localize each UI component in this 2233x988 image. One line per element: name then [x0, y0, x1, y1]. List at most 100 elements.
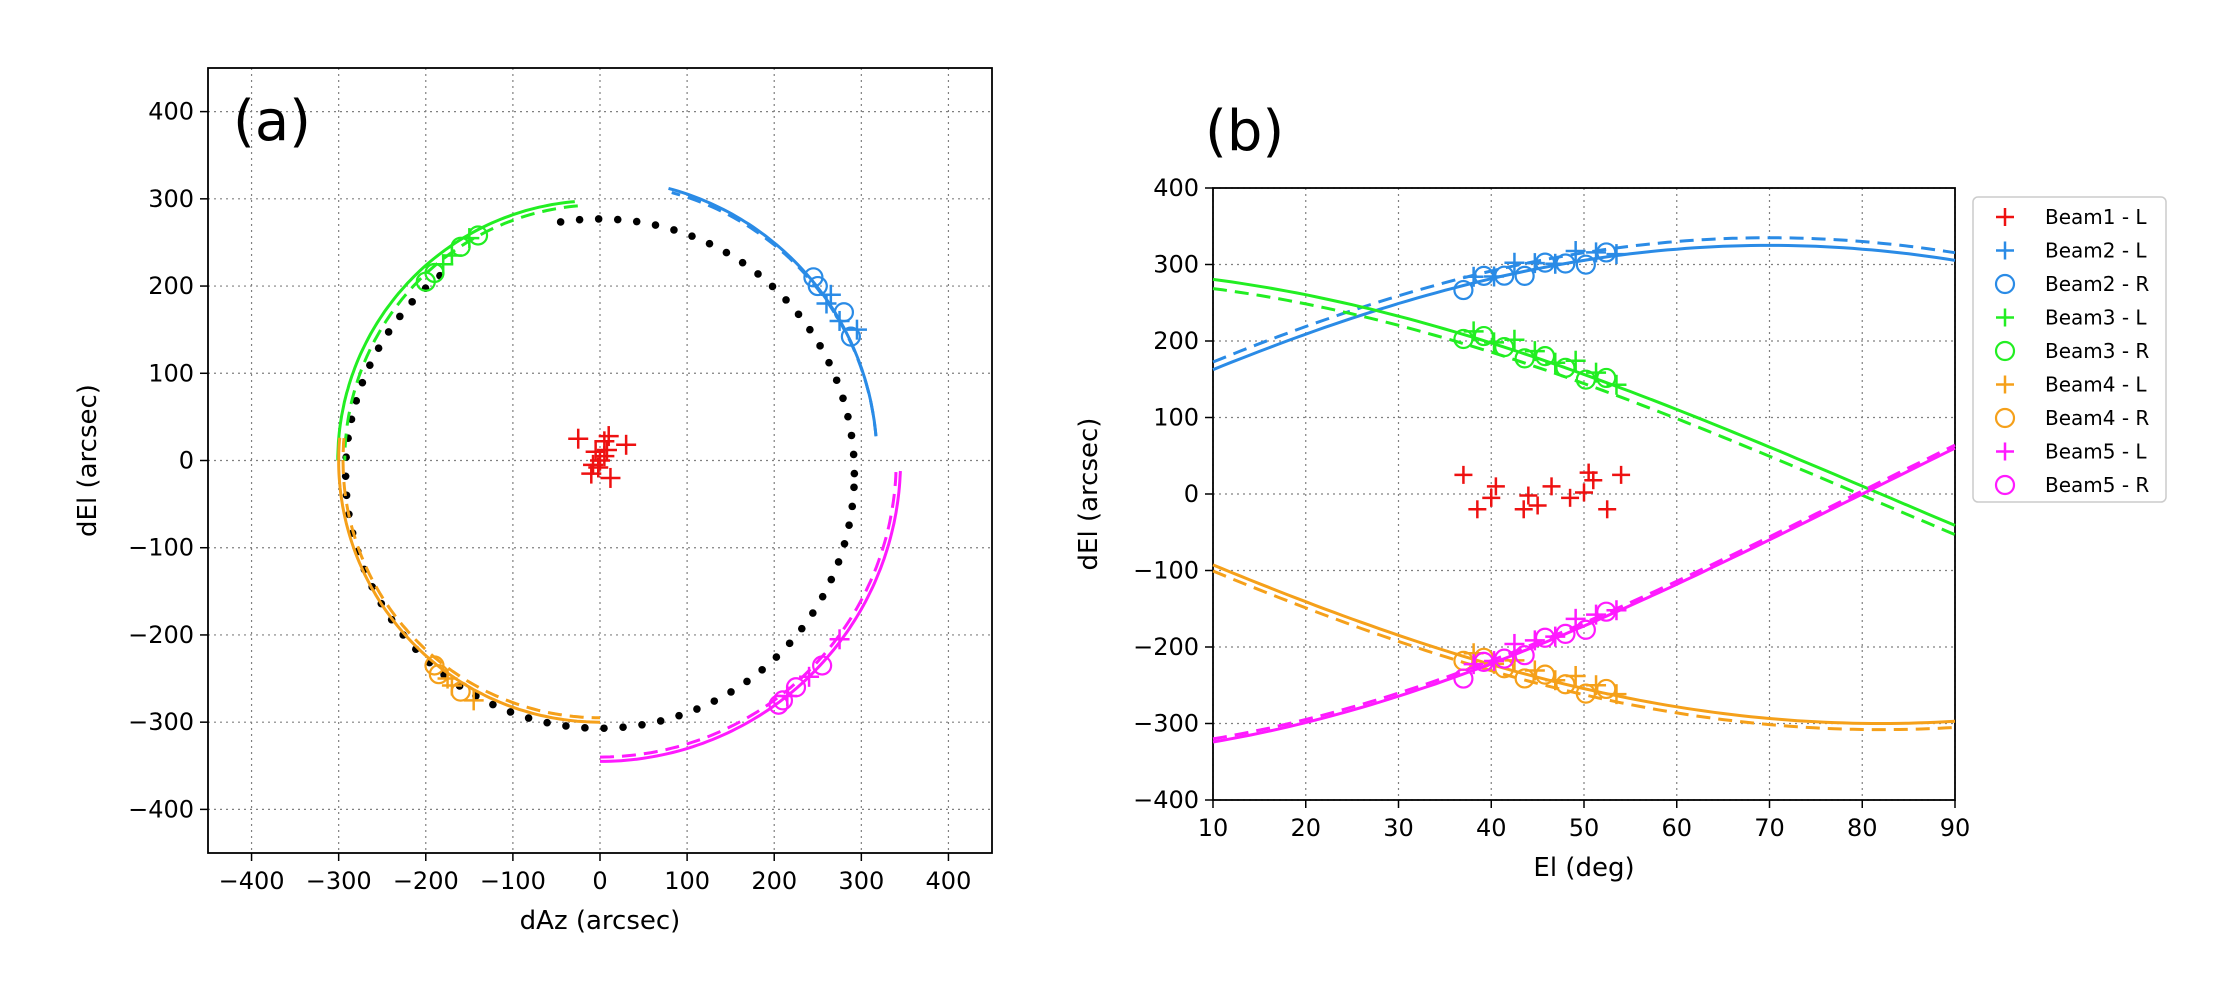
panel-a-xlabel: dAz (arcsec) [520, 906, 681, 936]
circle-dot [798, 624, 806, 633]
panel-b-ticklabel-y: 300 [1153, 251, 1199, 279]
arc-fit-dashed [599, 470, 898, 759]
legend-label: Beam3 - R [2045, 339, 2149, 363]
arc-fit-dashed [343, 204, 578, 461]
panel-b-ticklabel-y: −300 [1133, 710, 1199, 738]
data-point-circle [840, 326, 861, 347]
circle-dot [341, 472, 350, 481]
circle-dot [651, 221, 660, 229]
data-point-circle [833, 302, 855, 323]
panel-a-ticklabel-x: −400 [219, 867, 285, 895]
circle-dot [816, 342, 824, 350]
panel-b-ticklabel-x: 20 [1290, 814, 1321, 842]
fit-line-dashed [1212, 443, 1956, 741]
panel-b: 10 20 30 40 50 60 70 80 90 −400 −300 −200 −100 0 100 20… [1074, 99, 1970, 883]
circle-dot [825, 358, 833, 367]
panel-b-ticklabel-x: 70 [1754, 814, 1785, 842]
panel-b-ticklabel-x: 10 [1198, 814, 1229, 842]
circle-dot [840, 539, 849, 548]
arc-fit-solid [600, 470, 902, 763]
panel-a-panel-label: (a) [233, 89, 311, 154]
circle-dot [489, 700, 497, 709]
panel-a-ticklabel-x: 0 [592, 867, 607, 895]
circle-dot [847, 431, 856, 440]
panel-b-ticklabel-y: 0 [1184, 480, 1199, 508]
data-point-circle [428, 664, 449, 685]
panel-a-ticklabel-y: 300 [148, 185, 194, 213]
panel-b-ticklabel-x: 90 [1940, 814, 1971, 842]
circle-dot [693, 705, 701, 713]
circle-dot [727, 688, 735, 696]
data-point-circle [807, 275, 828, 297]
arc-fit-dashed [671, 191, 878, 437]
panel-b-ticklabel-y: 100 [1153, 404, 1199, 432]
legend-label: Beam5 - L [2045, 440, 2147, 464]
data-point-circle [1514, 645, 1535, 666]
legend-label: Beam2 - R [2045, 272, 2149, 296]
data-point-circle [1494, 265, 1515, 286]
panel-b-ticklabel-x: 40 [1476, 814, 1507, 842]
circle-dot [632, 217, 641, 226]
circle-dot [675, 711, 683, 720]
panel-a: −400 −300 −200 −100 0 100 200 300 400 −400 −300 −20… [73, 67, 993, 936]
circle-dot [850, 483, 858, 492]
fit-line-solid [1212, 563, 1956, 725]
circle-dot [809, 609, 817, 617]
circle-dot [575, 215, 584, 224]
panel-a-ticklabel-x: 200 [751, 867, 797, 895]
data-point-circle [424, 262, 445, 284]
data-point-circle [1514, 668, 1535, 689]
panel-a-ticklabel-y: −200 [128, 621, 194, 649]
circle-dot [772, 653, 781, 661]
panel-b-frame [1212, 187, 1956, 801]
data-point-circle [1514, 265, 1535, 286]
panel-b-panel-label: (b) [1205, 99, 1284, 164]
data-point-circle [785, 677, 807, 698]
circle-dot [722, 248, 731, 257]
circle-dot [506, 708, 515, 716]
circle-dot [366, 361, 374, 369]
circle-dot [743, 677, 751, 686]
data-point-circle [812, 655, 833, 676]
panel-a-ticklabel-y: 200 [148, 272, 194, 300]
circle-dot [782, 296, 790, 304]
data-point-circle [768, 694, 789, 715]
panel-b-ticklabel-x: 80 [1847, 814, 1878, 842]
panel-a-ticklabel-y: −400 [128, 795, 194, 823]
data-point-circle [1453, 279, 1474, 301]
legend-label: Beam4 - R [2045, 406, 2149, 430]
legend: Beam1 - L Beam2 - L Beam2 - R Beam3 - L Beam… [1972, 196, 2167, 503]
circle-dot [818, 592, 827, 601]
circle-dot [543, 718, 551, 727]
panel-b-ticklabel-y: −100 [1133, 557, 1199, 585]
panel-a-ticklabel-y: 400 [148, 98, 194, 126]
circle-dot [619, 723, 627, 732]
panel-b-xlabel: El (deg) [1533, 853, 1634, 883]
legend-label: Beam3 - L [2045, 306, 2147, 330]
circle-dot [794, 310, 803, 319]
circle-dot [638, 720, 646, 729]
circle-dot [710, 697, 719, 705]
panel-b-ticklabel-y: 400 [1153, 174, 1199, 202]
circle-dot [806, 325, 814, 334]
circle-dot [562, 722, 570, 730]
circle-dot [834, 558, 843, 566]
legend-label: Beam5 - R [2045, 473, 2149, 497]
panel-a-frame [207, 67, 993, 854]
panel-a-ticklabel-x: −200 [393, 867, 459, 895]
circle-dot [656, 717, 665, 725]
circle-dot [613, 215, 622, 224]
fit-line-dashed [1212, 236, 1956, 364]
panel-b-ticklabel-x: 30 [1383, 814, 1414, 842]
circle-dot [758, 666, 766, 674]
legend-frame [1972, 196, 2167, 503]
circle-dot [754, 270, 762, 278]
circle-dot [408, 298, 416, 306]
fit-line-solid [1212, 277, 1956, 527]
arc-fit-solid [336, 200, 575, 461]
panel-a-ticklabel-y: −300 [128, 708, 194, 736]
circle-dot [352, 397, 361, 405]
legend-marker-circle [1994, 407, 2016, 429]
circle-dot [396, 312, 404, 321]
